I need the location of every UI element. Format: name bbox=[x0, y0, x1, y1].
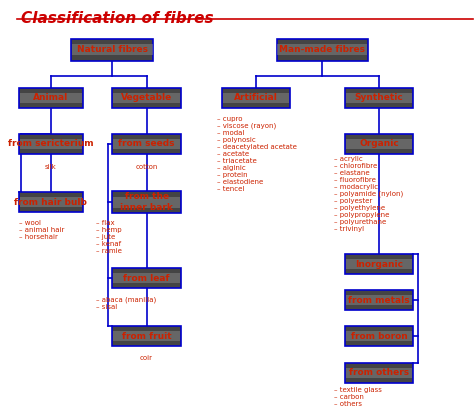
Text: Natural fibres: Natural fibres bbox=[77, 45, 148, 54]
FancyBboxPatch shape bbox=[346, 259, 412, 269]
FancyBboxPatch shape bbox=[113, 139, 180, 149]
FancyBboxPatch shape bbox=[346, 93, 412, 103]
FancyBboxPatch shape bbox=[277, 44, 367, 55]
Text: coir: coir bbox=[140, 355, 153, 361]
Text: from leaf: from leaf bbox=[123, 274, 170, 283]
Text: Artificial: Artificial bbox=[234, 93, 278, 102]
FancyBboxPatch shape bbox=[113, 93, 180, 103]
Text: Synthetic: Synthetic bbox=[355, 93, 403, 102]
FancyBboxPatch shape bbox=[345, 134, 413, 154]
FancyBboxPatch shape bbox=[346, 331, 412, 342]
FancyBboxPatch shape bbox=[112, 268, 181, 288]
FancyBboxPatch shape bbox=[72, 38, 154, 61]
FancyBboxPatch shape bbox=[112, 326, 181, 346]
FancyBboxPatch shape bbox=[276, 38, 368, 61]
Text: Vegetable: Vegetable bbox=[121, 93, 172, 102]
FancyBboxPatch shape bbox=[112, 88, 181, 108]
FancyBboxPatch shape bbox=[113, 331, 180, 342]
Text: – flax
– hemp
– jute
– kenaf
– ramie: – flax – hemp – jute – kenaf – ramie bbox=[96, 220, 122, 254]
FancyBboxPatch shape bbox=[112, 134, 181, 154]
Text: from fruit: from fruit bbox=[122, 332, 172, 341]
Text: Classification of fibres: Classification of fibres bbox=[21, 12, 214, 26]
Text: silk: silk bbox=[45, 164, 57, 170]
Text: from sericterium: from sericterium bbox=[8, 139, 94, 148]
Text: from hair bulb: from hair bulb bbox=[14, 197, 87, 206]
FancyBboxPatch shape bbox=[346, 295, 412, 305]
FancyBboxPatch shape bbox=[20, 139, 82, 149]
FancyBboxPatch shape bbox=[113, 273, 180, 283]
FancyBboxPatch shape bbox=[223, 93, 289, 103]
Text: Inorganic: Inorganic bbox=[355, 260, 403, 269]
FancyBboxPatch shape bbox=[222, 88, 290, 108]
FancyBboxPatch shape bbox=[20, 197, 82, 207]
FancyBboxPatch shape bbox=[345, 326, 413, 346]
FancyBboxPatch shape bbox=[19, 88, 83, 108]
Text: – acrylic
– chlorofibre
– elastane
– fluorofibre
– modacrylic
– polyamide (nylon: – acrylic – chlorofibre – elastane – flu… bbox=[334, 156, 403, 232]
FancyBboxPatch shape bbox=[346, 139, 412, 149]
Text: Animal: Animal bbox=[33, 93, 68, 102]
FancyBboxPatch shape bbox=[345, 363, 413, 383]
FancyBboxPatch shape bbox=[20, 93, 82, 103]
Text: – wool
– animal hair
– horsehair: – wool – animal hair – horsehair bbox=[19, 220, 64, 240]
FancyBboxPatch shape bbox=[112, 191, 181, 213]
Text: from boron: from boron bbox=[351, 332, 408, 341]
Text: Man-made fibres: Man-made fibres bbox=[279, 45, 365, 54]
Text: – abaca (manilla)
– sisal: – abaca (manilla) – sisal bbox=[96, 296, 157, 310]
Text: from the
inner bark: from the inner bark bbox=[120, 192, 173, 212]
Text: Organic: Organic bbox=[359, 139, 399, 148]
Text: – textile glass
– carbon
– others: – textile glass – carbon – others bbox=[334, 387, 382, 407]
Text: from others: from others bbox=[349, 368, 409, 377]
Text: – cupro
– viscose (rayon)
– modal
– polynosic
– deacetylated acetate
– acetate
–: – cupro – viscose (rayon) – modal – poly… bbox=[217, 116, 297, 192]
FancyBboxPatch shape bbox=[113, 197, 180, 208]
FancyBboxPatch shape bbox=[19, 192, 83, 212]
Text: cotton: cotton bbox=[136, 164, 158, 170]
Text: from metals: from metals bbox=[348, 296, 410, 305]
FancyBboxPatch shape bbox=[345, 290, 413, 310]
Text: from seeds: from seeds bbox=[118, 139, 175, 148]
FancyBboxPatch shape bbox=[345, 88, 413, 108]
FancyBboxPatch shape bbox=[346, 368, 412, 377]
FancyBboxPatch shape bbox=[19, 134, 83, 154]
FancyBboxPatch shape bbox=[345, 254, 413, 274]
FancyBboxPatch shape bbox=[72, 44, 153, 55]
